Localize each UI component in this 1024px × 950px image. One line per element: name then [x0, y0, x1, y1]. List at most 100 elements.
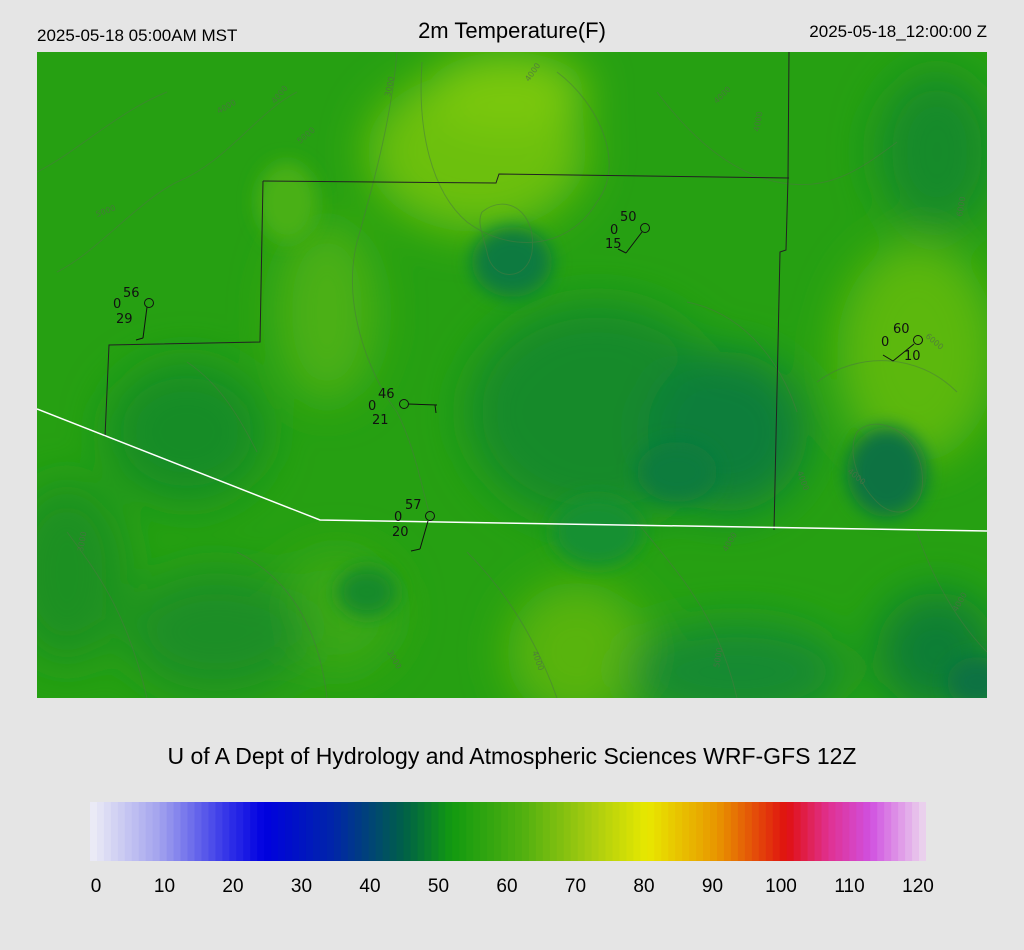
colorbar-swatch [654, 802, 662, 861]
colorbar-swatch [863, 802, 871, 861]
contour-label: 6000 [955, 196, 967, 218]
station-plot[interactable]: 46 0 21 [368, 387, 438, 428]
station-dewpoint: 10 [904, 349, 921, 364]
station-temp: 56 [123, 286, 140, 301]
colorbar-swatch [222, 802, 230, 861]
colorbar-swatch [438, 802, 446, 861]
colorbar-swatch [501, 802, 509, 861]
colorbar-swatch [514, 802, 523, 861]
colorbar-swatch [835, 802, 843, 861]
station-circle-icon [640, 223, 650, 233]
colorbar-swatch [466, 802, 474, 861]
colorbar-swatch [494, 802, 502, 861]
colorbar-labels: 0 10 20 30 40 50 60 70 80 90 100 110 120 [0, 876, 1024, 900]
valid-time-label: 2025-05-18_12:00:00 Z [809, 22, 987, 41]
station-temp: 46 [378, 387, 395, 402]
colorbar-swatch [905, 802, 913, 861]
colorbar-swatch [521, 802, 530, 861]
credit-text: U of A Dept of Hydrology and Atmospheric… [167, 743, 857, 769]
colorbar-swatch [919, 802, 927, 861]
colorbar-swatch [285, 802, 293, 861]
colorbar-swatch [215, 802, 223, 861]
colorbar-swatch [856, 802, 864, 861]
temperature-field-broad [37, 52, 987, 698]
colorbar-tick-label: 30 [290, 876, 313, 897]
station-circle-icon [425, 511, 435, 521]
colorbar-swatch [312, 802, 321, 861]
colorbar-swatch [807, 802, 816, 861]
station-plot[interactable]: 60 0 10 [881, 322, 923, 364]
colorbar-swatch [612, 802, 621, 861]
colorbar-swatch [354, 802, 363, 861]
colorbar-tick-label: 20 [222, 876, 244, 897]
temperature-map[interactable]: 3000 4000 4000 4000 4000 4000 5000 5000 … [37, 52, 987, 698]
colorbar-swatch [744, 802, 753, 861]
colorbar-swatch [124, 802, 133, 861]
colorbar-swatch [96, 802, 105, 861]
station-plot[interactable]: 50 0 15 [605, 210, 650, 254]
contour-label: 5000 [712, 647, 724, 669]
wind-barb-icon [882, 343, 915, 362]
station-wind: 0 [610, 223, 618, 238]
colorbar-swatch [710, 802, 718, 861]
colorbar-swatch [90, 802, 98, 861]
colorbar-tick-label: 110 [834, 876, 865, 897]
colorbar-swatch [173, 802, 182, 861]
colorbar-swatch [152, 802, 161, 861]
colorbar-swatch [640, 802, 648, 861]
contour-label: 3000 [76, 531, 88, 553]
colorbar-tick-label: 120 [902, 876, 934, 897]
colorbar-swatch [912, 802, 920, 861]
colorbar-swatch [591, 802, 600, 861]
temperature-field-detail [257, 162, 987, 698]
map-canvas: 3000 4000 4000 4000 4000 4000 5000 5000 … [37, 52, 987, 698]
colorbar-swatch [459, 802, 467, 861]
colorbar-tick-label: 10 [153, 876, 176, 897]
colorbar-swatch [821, 802, 830, 861]
colorbar-tick-label: 80 [633, 876, 655, 897]
colorbar-swatch [103, 802, 112, 861]
colorbar-swatch [898, 802, 906, 861]
colorbar-tick-label: 100 [765, 876, 797, 897]
wind-barb-icon [410, 520, 429, 552]
colorbar-swatch [765, 802, 774, 861]
colorbar-tick-label: 90 [701, 876, 724, 897]
station-wind: 0 [881, 335, 889, 350]
colorbar-swatch [696, 802, 704, 861]
colorbar-swatch [236, 802, 244, 861]
colorbar-swatch [779, 802, 788, 861]
colorbar-swatch [250, 802, 258, 861]
colorbar-swatch [751, 802, 760, 861]
colorbar-swatch [382, 802, 391, 861]
colorbar-swatch [271, 802, 279, 861]
colorbar-swatch [473, 802, 481, 861]
colorbar-swatch [145, 802, 154, 861]
colorbar-swatch [278, 802, 286, 861]
colorbar-swatch [737, 802, 746, 861]
colorbar-tick-label: 70 [564, 876, 587, 897]
colorbar-tick-label: 50 [427, 876, 450, 897]
colorbar-swatch [138, 802, 147, 861]
colorbar-swatch [194, 802, 203, 861]
colorbar-swatch [431, 802, 439, 861]
colorbar-swatch [201, 802, 210, 861]
wind-barb-icon [617, 231, 643, 254]
colorbar-swatch [730, 802, 739, 861]
colorbar-swatch [480, 802, 488, 861]
colorbar-swatch [542, 802, 551, 861]
station-circle-icon [913, 335, 923, 345]
colorbar-swatch [257, 802, 265, 861]
colorbar-swatch [159, 802, 168, 861]
colorbar-swatch [299, 802, 307, 861]
colorbar-swatch [549, 802, 558, 861]
station-plot[interactable]: 57 0 20 [392, 498, 435, 552]
station-plot[interactable]: 56 0 29 [113, 286, 154, 341]
colorbar-swatch [758, 802, 767, 861]
colorbar-swatch [424, 802, 432, 861]
colorbar-swatch [786, 802, 795, 861]
colorbar-swatch [723, 802, 732, 861]
colorbar-swatch [326, 802, 335, 861]
station-dewpoint: 20 [392, 525, 409, 540]
colorbar-swatch [661, 802, 669, 861]
colorbar-swatch [598, 802, 607, 861]
